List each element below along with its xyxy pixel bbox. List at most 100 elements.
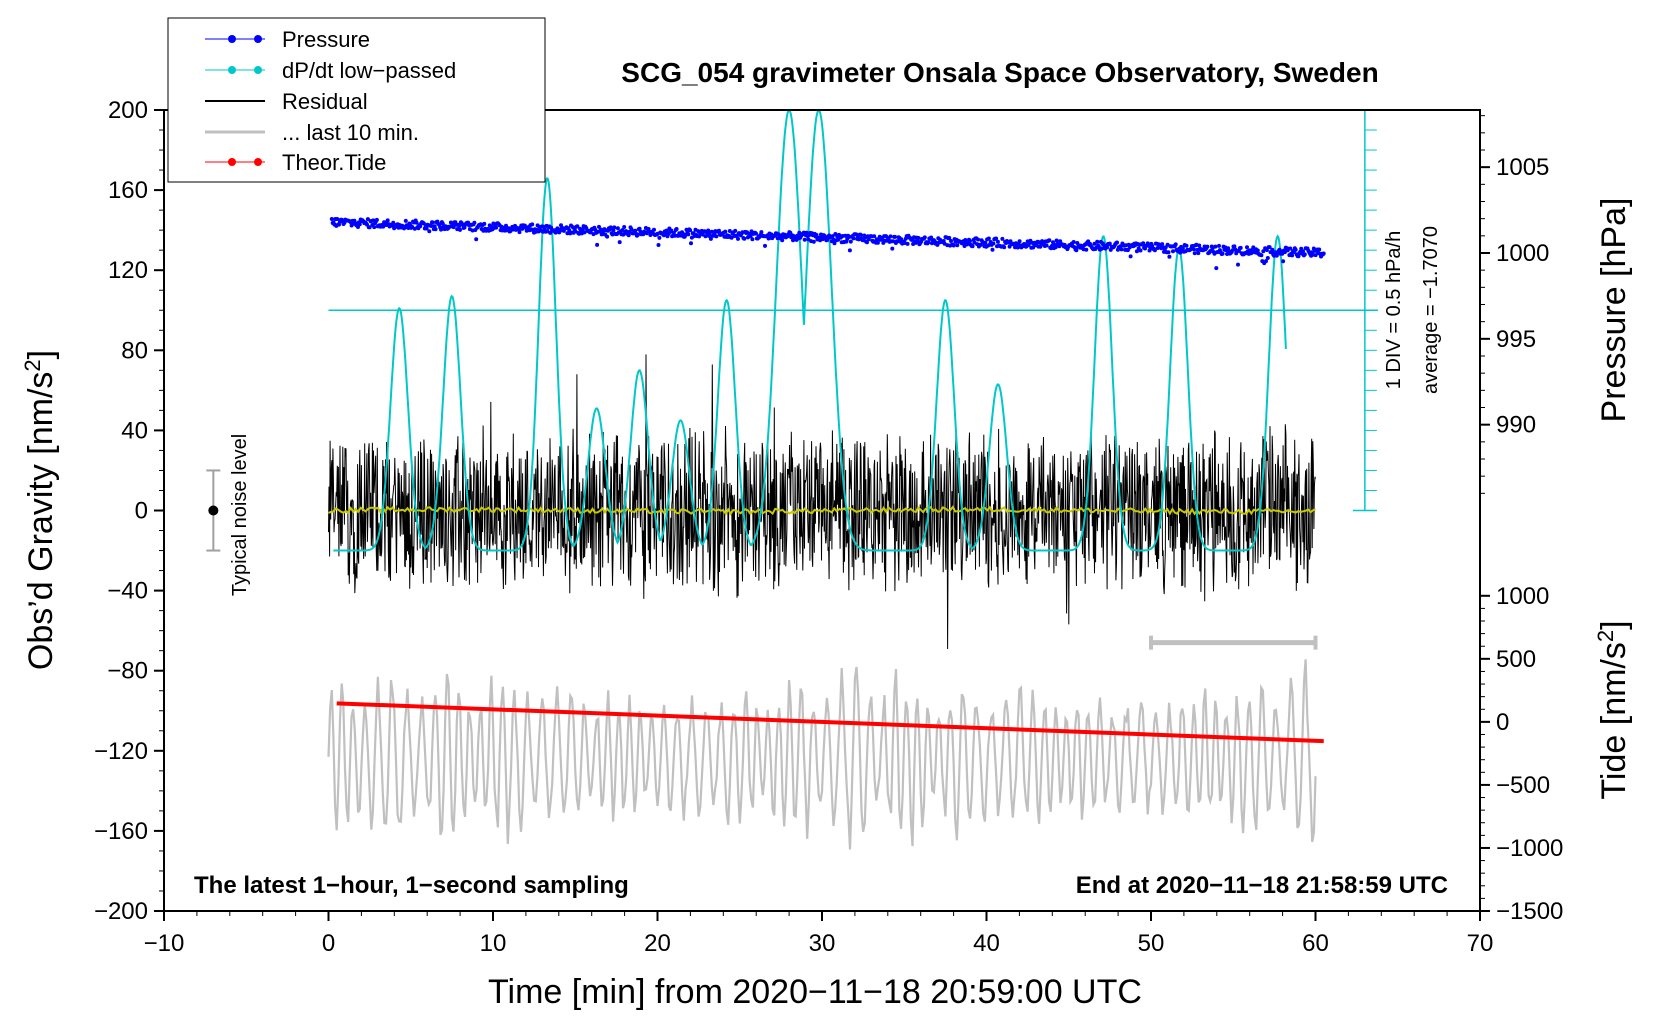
pressure-point (567, 228, 572, 233)
pressure-point (1288, 246, 1293, 251)
pressure-point (1217, 243, 1221, 248)
pressure-point (905, 241, 910, 246)
pressure-point (1047, 238, 1052, 243)
plot-area (206, 109, 1379, 850)
pressure-point (462, 225, 467, 230)
tide-tick-label: −500 (1496, 772, 1550, 799)
pressure-point (472, 220, 477, 225)
pressure-point (517, 230, 522, 235)
pressure-point (440, 221, 445, 226)
pressure-point (635, 232, 640, 237)
pressure-point (652, 227, 656, 232)
pressure-point (836, 237, 841, 242)
pressure-point (865, 240, 869, 245)
pressure-point (617, 240, 622, 245)
pressure-point (1205, 244, 1210, 249)
pressure-point (629, 227, 634, 232)
pressure-point (1058, 239, 1063, 244)
pressure-point (995, 239, 1000, 244)
pressure-point (1302, 252, 1307, 257)
pressure-point (1264, 259, 1268, 264)
noise-level-label: Typical noise level (229, 434, 251, 596)
legend-entry-residual: Residual (205, 89, 368, 114)
pressure-scale-average-label: average = −1.7070 (1420, 226, 1442, 394)
pressure-point (1293, 247, 1298, 252)
pressure-point (1138, 248, 1143, 253)
pressure-point (727, 229, 732, 233)
x-axis-label: Time [min] from 2020−11−18 20:59:00 UTC (488, 973, 1142, 1011)
pressure-point (1264, 248, 1269, 252)
pressure-scale-bar (1352, 109, 1377, 512)
y-tick-label: 80 (121, 337, 148, 364)
pressure-point (970, 244, 975, 249)
pressure-point (802, 237, 807, 242)
pressure-point (847, 248, 852, 253)
pressure-point (1141, 241, 1146, 246)
pressure-point (851, 236, 856, 241)
pressure-point (656, 243, 661, 247)
last-10-min-window-bar (1149, 635, 1318, 650)
pressure-point (1255, 248, 1260, 253)
pressure-point (622, 225, 627, 229)
pressure-point (1167, 254, 1172, 259)
pressure-point (494, 225, 499, 230)
y-tick-label: −160 (94, 818, 148, 845)
pressure-point (1196, 251, 1201, 256)
pressure-point (748, 234, 753, 239)
y-tick-label: 120 (108, 257, 148, 284)
pressure-point (754, 231, 758, 236)
pressure-point (530, 222, 535, 227)
axes: −10 0 10 20 30 40 50 60 70 200 160 120 80 40 0 −40 −80 −1… (94, 97, 1563, 957)
pressure-point (474, 237, 479, 242)
pressure-tick-label: 990 (1496, 412, 1536, 439)
pressure-point (1226, 246, 1231, 251)
x-tick-label: 20 (644, 930, 671, 957)
x-tick-label: 60 (1302, 930, 1329, 957)
series-mean-line (328, 505, 1316, 516)
pressure-point (814, 233, 819, 237)
pressure-point (1134, 249, 1139, 254)
pressure-point (686, 232, 691, 237)
pressure-point (1238, 245, 1243, 250)
pressure-point (1166, 250, 1171, 255)
pressure-point (1171, 249, 1175, 254)
pressure-point (717, 228, 721, 233)
x-tick-label: 10 (480, 930, 507, 957)
pressure-point (1053, 245, 1058, 250)
pressure-point (1296, 254, 1301, 259)
pressure-point (595, 242, 600, 247)
pressure-point (1152, 248, 1157, 253)
chart-title: SCG_054 gravimeter Onsala Space Observat… (621, 57, 1378, 88)
pressure-point (372, 225, 377, 230)
pressure-point (1084, 247, 1089, 252)
pressure-point (990, 247, 995, 252)
pressure-point (708, 236, 713, 241)
pressure-point (872, 234, 877, 239)
pressure-point (1267, 245, 1272, 250)
pressure-point (1236, 262, 1240, 267)
svg-text:dP/dt low−passed: dP/dt low−passed (282, 58, 456, 83)
pressure-tick-label: 1000 (1496, 240, 1549, 267)
pressure-point (1290, 253, 1295, 258)
pressure-point (714, 234, 719, 239)
pressure-point (1017, 239, 1022, 244)
pressure-point (1270, 247, 1275, 252)
annotation-end-time: End at 2020−11−18 21:58:59 UTC (1076, 872, 1448, 899)
pressure-point (429, 224, 434, 228)
pressure-point (657, 235, 662, 240)
pressure-point (593, 227, 598, 232)
pressure-point (893, 234, 897, 239)
pressure-point (1031, 245, 1036, 250)
noise-bar-dot (208, 505, 219, 516)
pressure-point (430, 220, 435, 225)
noise-level-bar (206, 469, 221, 552)
pressure-point (674, 227, 679, 231)
pressure-point (575, 224, 580, 229)
y-axis-label-pressure: Pressure [hPa] (1595, 198, 1633, 423)
legend: Pressure dP/dt low−passed Residual ... l… (167, 17, 546, 183)
x-tick-label: 40 (973, 930, 1000, 957)
pressure-point (439, 227, 443, 232)
x-tick-label: 0 (322, 930, 335, 957)
pressure-point (994, 236, 999, 241)
